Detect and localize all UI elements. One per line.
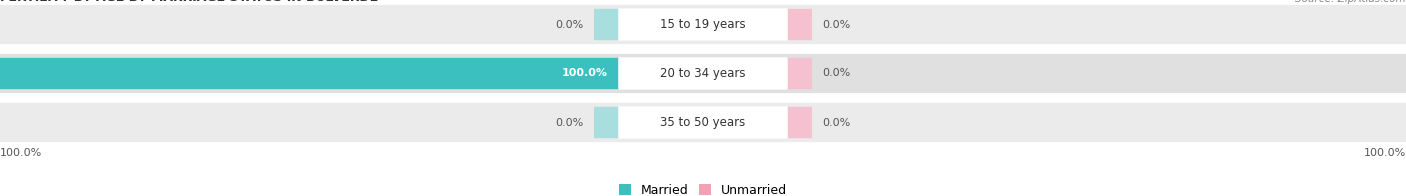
Text: 0.0%: 0.0% bbox=[555, 19, 583, 30]
FancyBboxPatch shape bbox=[619, 106, 787, 139]
Text: 15 to 19 years: 15 to 19 years bbox=[661, 18, 745, 31]
Legend: Married, Unmarried: Married, Unmarried bbox=[613, 179, 793, 196]
FancyBboxPatch shape bbox=[0, 58, 619, 89]
FancyBboxPatch shape bbox=[593, 9, 619, 40]
Text: 0.0%: 0.0% bbox=[823, 117, 851, 128]
Text: 100.0%: 100.0% bbox=[1364, 148, 1406, 158]
Text: 100.0%: 100.0% bbox=[562, 68, 609, 79]
FancyBboxPatch shape bbox=[0, 103, 1406, 142]
Text: 20 to 34 years: 20 to 34 years bbox=[661, 67, 745, 80]
Text: FERTILITY BY AGE BY MARRIAGE STATUS IN BULVERDE: FERTILITY BY AGE BY MARRIAGE STATUS IN B… bbox=[0, 0, 378, 4]
Text: 0.0%: 0.0% bbox=[823, 68, 851, 79]
FancyBboxPatch shape bbox=[787, 107, 813, 138]
Text: 100.0%: 100.0% bbox=[0, 148, 42, 158]
FancyBboxPatch shape bbox=[619, 57, 787, 90]
Text: 0.0%: 0.0% bbox=[555, 117, 583, 128]
Text: 0.0%: 0.0% bbox=[823, 19, 851, 30]
Text: 35 to 50 years: 35 to 50 years bbox=[661, 116, 745, 129]
Text: Source: ZipAtlas.com: Source: ZipAtlas.com bbox=[1295, 0, 1406, 4]
FancyBboxPatch shape bbox=[593, 107, 619, 138]
FancyBboxPatch shape bbox=[787, 9, 813, 40]
FancyBboxPatch shape bbox=[0, 54, 1406, 93]
FancyBboxPatch shape bbox=[619, 8, 787, 41]
FancyBboxPatch shape bbox=[0, 5, 1406, 44]
FancyBboxPatch shape bbox=[787, 58, 813, 89]
